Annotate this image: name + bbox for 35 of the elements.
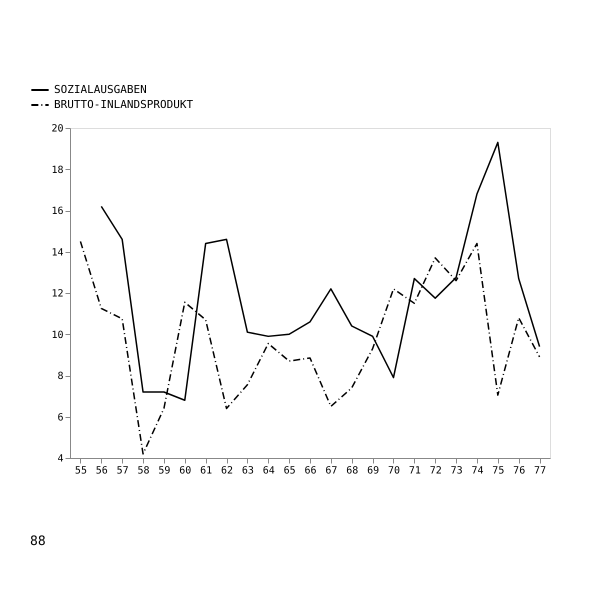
y-tick-label: 10 [51, 330, 64, 341]
x-tick-label: 55 [74, 466, 87, 476]
x-tick-label: 66 [304, 466, 317, 476]
y-tick-label: 12 [51, 288, 64, 300]
x-tick-label: 72 [430, 466, 442, 476]
y-tick-label: 20 [51, 124, 64, 134]
y-tick-label: 16 [51, 206, 64, 217]
y-tick-label: 4 [57, 454, 64, 464]
x-tick-label: 57 [116, 466, 129, 476]
y-tick-label: 14 [51, 247, 64, 258]
y-tick-label: 8 [57, 371, 64, 382]
x-tick-label: 76 [513, 466, 526, 476]
y-tick-label: 18 [51, 164, 64, 176]
x-tick-label: 71 [408, 466, 421, 476]
x-tick-label: 63 [242, 466, 254, 476]
x-tick-label: 77 [534, 466, 546, 476]
x-tick-label: 59 [158, 466, 170, 476]
x-tick-label: 61 [200, 466, 212, 476]
x-tick-label: 75 [492, 466, 504, 476]
x-tick-label: 60 [179, 466, 192, 476]
x-tick-label: 69 [367, 466, 380, 476]
x-tick-label: 70 [388, 466, 400, 476]
x-tick-label: 74 [471, 466, 484, 476]
x-tick-label: 65 [284, 466, 296, 476]
x-tick-label: 62 [221, 466, 234, 476]
x-tick-label: 64 [262, 466, 275, 476]
x-tick-label: 58 [138, 466, 150, 476]
x-tick-label: 67 [325, 466, 338, 476]
y-tick-label: 6 [57, 412, 64, 424]
x-tick-label: 68 [346, 466, 358, 476]
legend-label: SOZIALAUSGABEN [54, 83, 147, 96]
legend-label: BRUTTO-INLANDSPRODUKT [54, 98, 194, 111]
x-tick-label: 73 [450, 466, 463, 476]
x-tick-label: 56 [96, 466, 108, 476]
text: 88 [30, 534, 46, 549]
